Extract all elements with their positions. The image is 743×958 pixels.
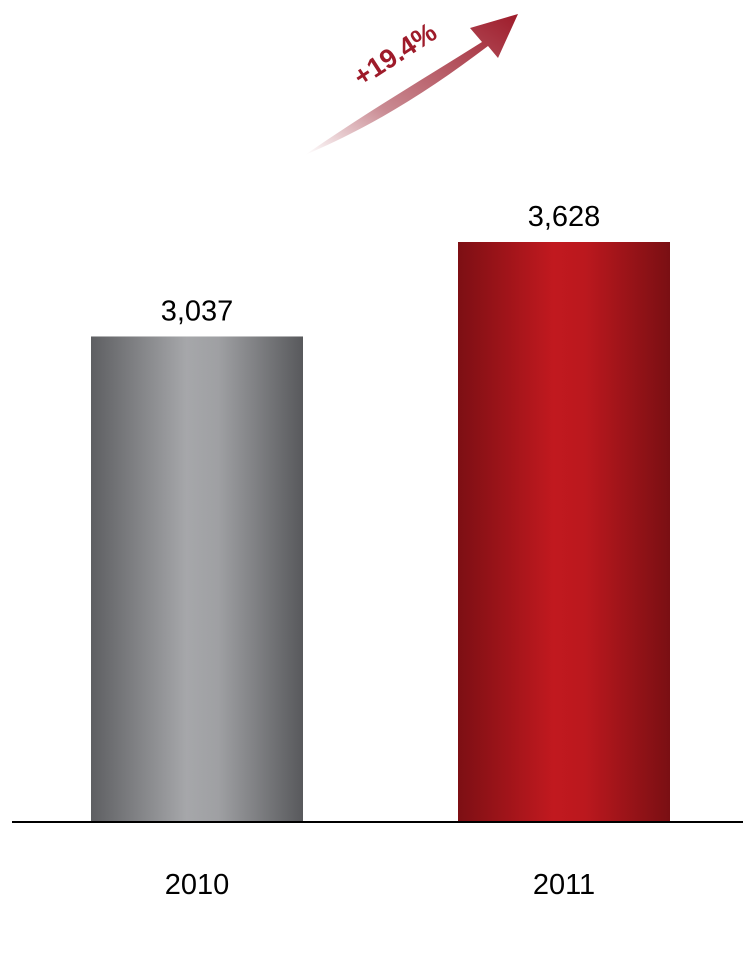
category-labels-layer: 2010 2011 [165,869,595,901]
bar-2011 [458,242,670,822]
growth-arrow-icon [305,14,518,155]
category-label-2010: 2010 [165,869,230,901]
bar-2010 [91,336,303,822]
value-label-2010: 3,037 [161,295,234,327]
value-labels-layer: 3,037 3,628 [161,201,601,327]
growth-annotation: +19.4% [305,14,518,155]
value-label-2011: 3,628 [528,201,601,233]
category-label-2011: 2011 [533,869,595,901]
bars-layer [91,242,670,822]
